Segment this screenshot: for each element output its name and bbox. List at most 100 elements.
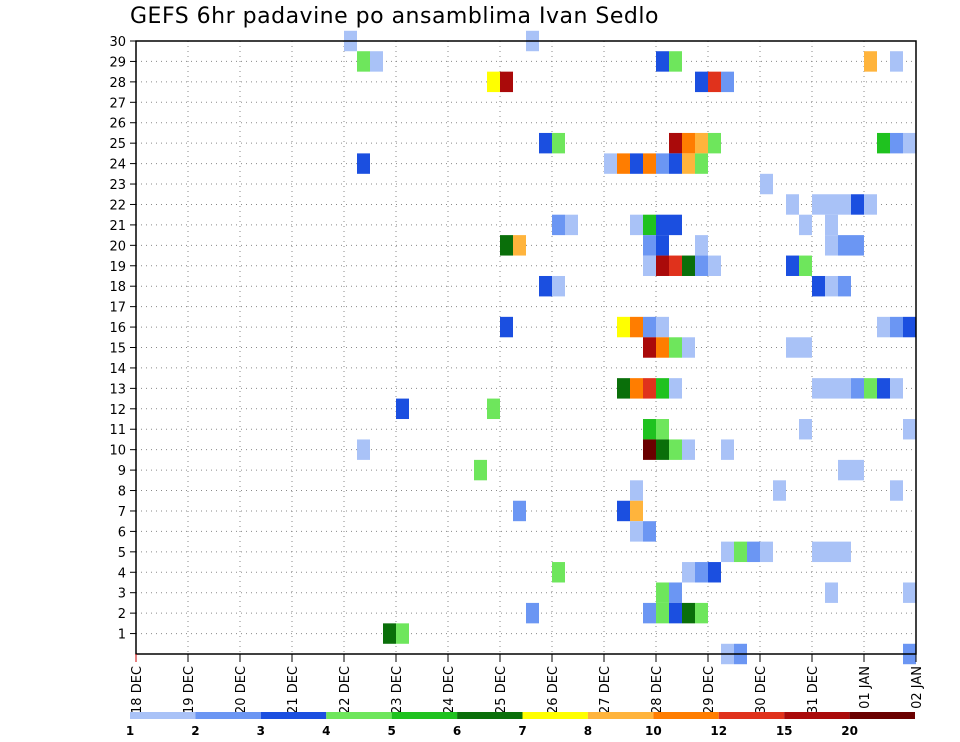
heatmap-cell xyxy=(838,194,851,215)
legend-label: 6 xyxy=(453,724,461,738)
legend-label: 2 xyxy=(191,724,199,738)
y-tick-label: 21 xyxy=(109,219,126,234)
heatmap-cell xyxy=(903,316,916,338)
heatmap-cell xyxy=(643,316,656,338)
heatmap-cell xyxy=(643,439,656,460)
heatmap-cell xyxy=(851,378,864,399)
legend-label: 4 xyxy=(322,724,330,738)
heatmap-cell xyxy=(552,275,565,297)
heatmap-cell xyxy=(669,602,682,624)
heatmap-cell xyxy=(890,378,903,399)
heatmap-cell xyxy=(760,541,773,563)
heatmap-cell xyxy=(838,541,851,563)
heatmap-cell xyxy=(500,316,513,338)
y-tick-label: 2 xyxy=(118,607,126,622)
heatmap-cell xyxy=(825,194,838,215)
heatmap-cell xyxy=(526,602,539,624)
heatmap-cell xyxy=(669,255,682,276)
x-tick-label: 29 DEC xyxy=(702,666,717,714)
heatmap-cell xyxy=(812,275,825,297)
heatmap-cell xyxy=(786,337,799,358)
heatmap-cell xyxy=(864,194,877,215)
heatmap-cell xyxy=(617,378,630,399)
y-tick-label: 30 xyxy=(109,35,126,50)
legend-color-swatch xyxy=(130,712,196,719)
heatmap-cell xyxy=(396,398,409,420)
heatmap-cell xyxy=(656,439,669,460)
heatmap-cell xyxy=(734,541,747,563)
heatmap-cell xyxy=(487,398,500,420)
heatmap-cell xyxy=(656,255,669,276)
y-tick-label: 14 xyxy=(109,362,126,377)
y-tick-label: 4 xyxy=(118,566,126,581)
y-tick-label: 6 xyxy=(118,525,126,540)
x-tick-label: 25 DEC xyxy=(494,666,509,714)
legend-color-swatch xyxy=(849,712,915,719)
y-tick-label: 10 xyxy=(109,444,126,459)
heatmap-cell xyxy=(552,214,565,236)
heatmap-cell xyxy=(617,153,630,174)
heatmap-cell xyxy=(890,132,903,154)
heatmap-cell xyxy=(513,235,526,256)
heatmap-cell xyxy=(643,521,656,542)
x-tick-label: 30 DEC xyxy=(754,666,769,714)
heatmap-cell xyxy=(669,337,682,358)
chart-title: GEFS 6hr padavine po ansamblima Ivan Sed… xyxy=(130,4,659,29)
heatmap-cell xyxy=(786,255,799,276)
heatmap-cell xyxy=(604,153,617,174)
y-tick-label: 23 xyxy=(109,178,126,193)
heatmap-cell xyxy=(656,337,669,358)
heatmap-cell xyxy=(656,153,669,174)
y-tick-label: 8 xyxy=(118,485,126,500)
heatmap-cell xyxy=(864,378,877,399)
heatmap-cell xyxy=(656,378,669,399)
heatmap-cell xyxy=(539,275,552,297)
x-tick-label: 31 DEC xyxy=(806,666,821,714)
heatmap-cell xyxy=(903,132,916,154)
legend-color-swatch xyxy=(326,712,392,719)
heatmap-cell xyxy=(721,71,734,93)
heatmap-cell xyxy=(890,480,903,501)
x-tick-label: 02 JAN xyxy=(910,666,925,709)
legend-label: 8 xyxy=(584,724,592,738)
x-tick-label: 21 DEC xyxy=(286,666,301,714)
heatmap-cell xyxy=(643,602,656,624)
heatmap-cell xyxy=(383,623,396,644)
heatmap-cell xyxy=(877,132,890,154)
heatmap-cell xyxy=(695,562,708,583)
heatmap-cell xyxy=(682,602,695,624)
legend-color-swatch xyxy=(457,712,523,719)
heatmap-cell xyxy=(903,582,916,603)
heatmap-cell xyxy=(695,153,708,174)
heatmap-cell xyxy=(721,439,734,460)
heatmap-cell xyxy=(838,275,851,297)
y-tick-label: 29 xyxy=(109,55,126,70)
heatmap-cell xyxy=(656,582,669,603)
legend-color-swatch xyxy=(260,712,327,719)
y-tick-label: 1 xyxy=(118,628,126,643)
x-tick-label: 01 JAN xyxy=(858,666,873,709)
y-tick-label: 17 xyxy=(109,301,126,316)
heatmap-cell xyxy=(682,562,695,583)
heatmap-cell xyxy=(656,51,669,72)
legend-label: 12 xyxy=(710,724,727,738)
y-tick-label: 26 xyxy=(109,117,126,132)
heatmap-cell xyxy=(903,419,916,440)
heatmap-cell xyxy=(513,500,526,522)
heatmap-cell xyxy=(825,541,838,563)
heatmap-cell xyxy=(877,316,890,338)
heatmap-cell xyxy=(890,316,903,338)
y-tick-label: 12 xyxy=(109,403,126,418)
heatmap-cell xyxy=(630,214,643,236)
heatmap-cell xyxy=(617,500,630,522)
y-tick-label: 16 xyxy=(109,321,126,336)
heatmap-cell xyxy=(682,439,695,460)
heatmap-cell xyxy=(370,51,383,72)
heatmap-cell xyxy=(630,153,643,174)
heatmap-cell xyxy=(539,132,552,154)
legend-color-swatch xyxy=(522,712,588,719)
heatmap-cell xyxy=(760,173,773,195)
heatmap-cell xyxy=(474,459,487,481)
legend-label: 1 xyxy=(126,724,134,738)
heatmap-cell xyxy=(851,459,864,481)
